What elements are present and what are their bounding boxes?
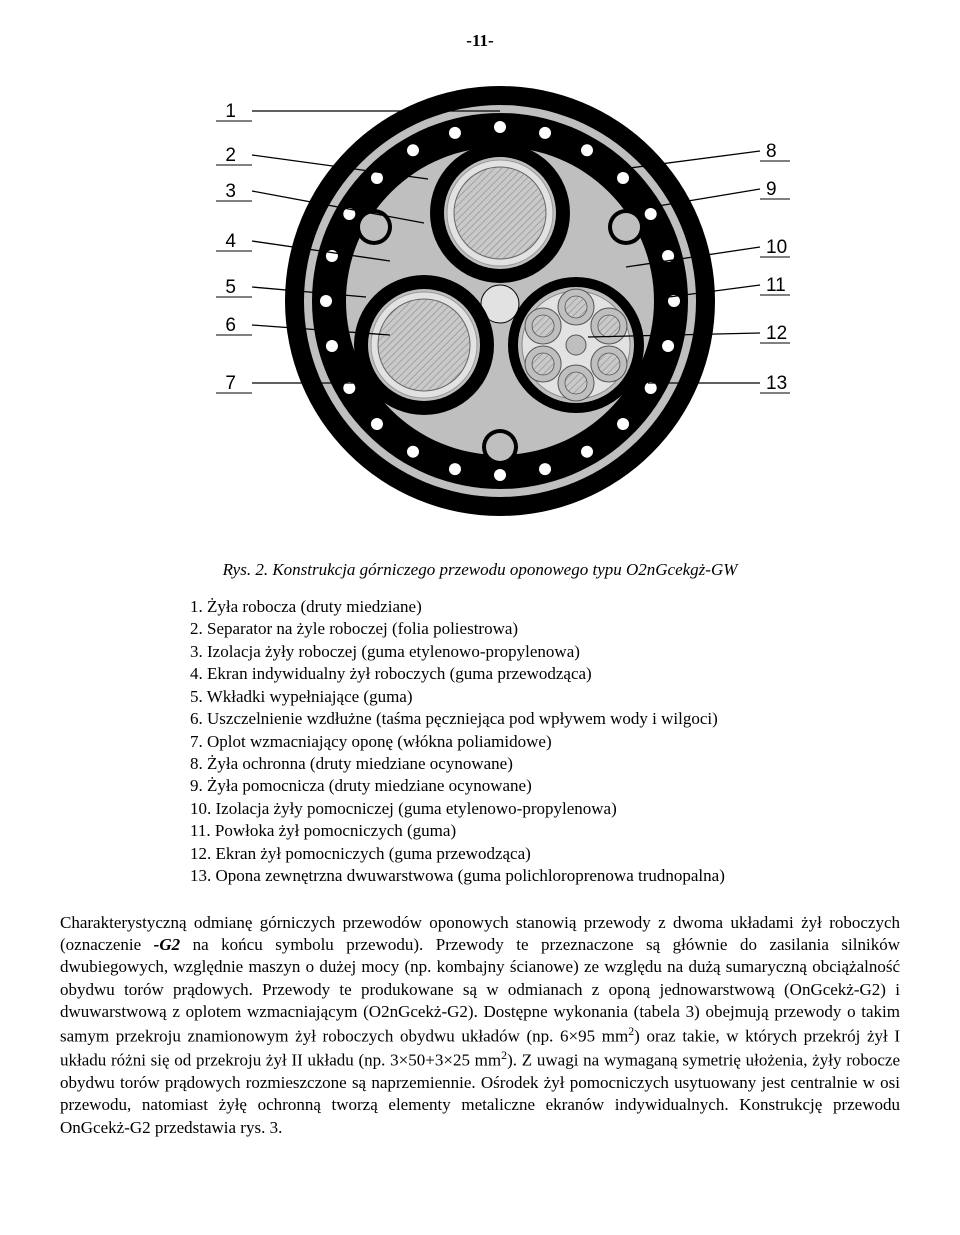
svg-text:2: 2 xyxy=(225,145,236,166)
svg-text:11: 11 xyxy=(766,275,786,296)
legend-item: 4. Ekran indywidualny żył roboczych (gum… xyxy=(190,663,900,685)
svg-text:7: 7 xyxy=(225,373,236,394)
svg-text:5: 5 xyxy=(225,277,236,298)
legend-item: 12. Ekran żył pomocniczych (guma przewod… xyxy=(190,843,900,865)
svg-text:13: 13 xyxy=(766,373,787,394)
legend-item: 9. Żyła pomocnicza (druty miedziane ocyn… xyxy=(190,775,900,797)
legend-item: 13. Opona zewnętrzna dwuwarstwowa (guma … xyxy=(190,865,900,887)
legend-item: 2. Separator na żyle roboczej (folia pol… xyxy=(190,618,900,640)
body-paragraph: Charakterystyczną odmianę górniczych prz… xyxy=(60,912,900,1140)
cable-diagram: 12345678910111213 xyxy=(170,61,790,541)
svg-text:8: 8 xyxy=(766,141,777,162)
svg-text:6: 6 xyxy=(225,315,236,336)
legend-item: 3. Izolacja żyły roboczej (guma etylenow… xyxy=(190,641,900,663)
legend-item: 6. Uszczelnienie wzdłużne (taśma pęcznie… xyxy=(190,708,900,730)
legend-item: 7. Oplot wzmacniający oponę (włókna poli… xyxy=(190,731,900,753)
figure-caption: Rys. 2. Konstrukcja górniczego przewodu … xyxy=(60,559,900,582)
svg-text:3: 3 xyxy=(225,181,236,202)
svg-text:10: 10 xyxy=(766,237,787,258)
svg-text:4: 4 xyxy=(225,231,236,252)
figure-container: 12345678910111213 xyxy=(60,61,900,541)
page-number: -11- xyxy=(60,30,900,53)
legend-item: 10. Izolacja żyły pomocniczej (guma etyl… xyxy=(190,798,900,820)
legend-item: 1. Żyła robocza (druty miedziane) xyxy=(190,596,900,618)
svg-text:9: 9 xyxy=(766,179,777,200)
legend-list: 1. Żyła robocza (druty miedziane)2. Sepa… xyxy=(190,596,900,888)
legend-item: 11. Powłoka żył pomocniczych (guma) xyxy=(190,820,900,842)
legend-item: 5. Wkładki wypełniające (guma) xyxy=(190,686,900,708)
legend-item: 8. Żyła ochronna (druty miedziane ocynow… xyxy=(190,753,900,775)
svg-text:1: 1 xyxy=(225,101,236,122)
svg-text:12: 12 xyxy=(766,323,787,344)
